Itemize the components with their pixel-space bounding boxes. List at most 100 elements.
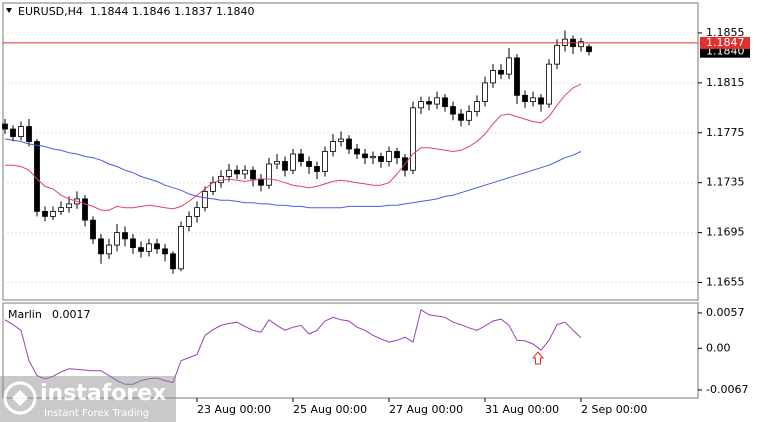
candle-body	[546, 63, 552, 105]
watermark-bg	[0, 376, 176, 422]
price-line-label: 1.1847	[706, 36, 745, 49]
candle-body	[18, 126, 24, 137]
y-tick-label: 1.1695	[706, 226, 745, 239]
candle-body	[282, 161, 288, 171]
candle-body	[266, 163, 272, 186]
candle-body	[538, 97, 544, 105]
candle-body	[202, 191, 208, 209]
candle-body	[10, 128, 16, 137]
indicator-value: 0.0017	[52, 308, 91, 321]
x-tick-label: 31 Aug 00:00	[485, 403, 559, 416]
candle-body	[250, 169, 256, 180]
y-tick-label: -0.0067	[706, 383, 748, 396]
x-tick-label: 2 Sep 00:00	[581, 403, 647, 416]
line-series	[5, 83, 582, 211]
candle-body	[242, 169, 248, 175]
watermark: instaforex Instant Forex Trading	[0, 376, 176, 422]
watermark-logo-mark	[12, 390, 28, 406]
candle-body	[474, 101, 480, 112]
x-tick-label: 23 Aug 00:00	[197, 403, 271, 416]
candle-body	[258, 178, 264, 186]
candle-body	[90, 219, 96, 240]
chart-title: EURUSD,H4	[18, 5, 83, 18]
candle-body	[554, 45, 560, 65]
chart-subtitle: 1.1844 1.1846 1.1837 1.1840	[90, 5, 254, 18]
candle-body	[394, 151, 400, 159]
candle-body	[578, 41, 584, 48]
candle-body	[98, 238, 104, 255]
y-tick-label: 1.1855	[706, 26, 745, 39]
candle-body	[562, 38, 568, 46]
line-series	[4, 138, 582, 209]
watermark-brand: instaforex	[40, 381, 166, 406]
candle-body	[458, 113, 464, 121]
candle-body	[330, 141, 336, 152]
candle-body	[314, 166, 320, 172]
candle-body	[122, 232, 128, 240]
candle-body	[490, 69, 496, 84]
candle-body	[450, 106, 456, 115]
candle-body	[138, 247, 144, 252]
candle-body	[466, 111, 472, 121]
y-tick-label: 1.1815	[706, 76, 745, 89]
candle-body	[378, 156, 384, 162]
candle-body	[386, 151, 392, 162]
candle-body	[346, 138, 352, 150]
candle-body	[2, 123, 8, 130]
candle-body	[498, 69, 504, 75]
candle-body	[298, 153, 304, 162]
candle-body	[58, 207, 64, 212]
candle-body	[82, 198, 88, 221]
candle-body	[322, 151, 328, 172]
candle-body	[42, 210, 48, 217]
candle-body	[426, 101, 432, 105]
candle-body	[530, 97, 536, 102]
candle-body	[522, 94, 528, 102]
y-tick-label: 1.1775	[706, 126, 745, 139]
price-line-tag	[700, 36, 750, 49]
candle-body	[114, 232, 120, 246]
candle-body	[50, 210, 56, 217]
signal-arrow	[531, 351, 545, 365]
candle-body	[130, 238, 136, 248]
y-tick-label: 0.00	[706, 341, 731, 354]
indicator-panel	[2, 302, 699, 399]
indicator-title: Marlin	[8, 308, 42, 321]
candle-body	[194, 207, 200, 217]
candle-body	[410, 107, 416, 171]
candle-body	[290, 153, 296, 171]
candle-body	[586, 46, 592, 53]
candle-body	[234, 169, 240, 175]
candle-body	[106, 244, 112, 255]
candle-body	[370, 156, 376, 159]
candle-body	[26, 126, 32, 142]
x-tick-label: 25 Aug 00:00	[293, 403, 367, 416]
y-tick-label: 1.1655	[706, 276, 745, 289]
candle-body	[154, 243, 160, 250]
watermark-tagline: Instant Forex Trading	[44, 408, 149, 419]
candle-body	[306, 161, 312, 167]
candle-body	[354, 148, 360, 155]
candle-body	[162, 248, 168, 255]
candle-body	[274, 161, 280, 165]
candle-body	[186, 215, 192, 227]
watermark-logo	[3, 381, 37, 415]
candle-body	[178, 225, 184, 270]
candle-body	[226, 169, 232, 177]
x-tick-label: 27 Aug 00:00	[389, 403, 463, 416]
candle-body	[146, 243, 152, 252]
candle-body	[66, 203, 72, 209]
main-panel	[2, 2, 699, 301]
candle-body	[482, 82, 488, 102]
candle-body	[442, 97, 448, 107]
candle-body	[514, 57, 520, 96]
y-tick-label: 0.0057	[706, 306, 745, 319]
panel-menu-icon	[6, 8, 12, 13]
candle-body	[434, 97, 440, 105]
candle-body	[362, 153, 368, 159]
line-series	[4, 309, 582, 385]
y-tick-label: 1.1735	[706, 176, 745, 189]
candle-body	[170, 253, 176, 270]
